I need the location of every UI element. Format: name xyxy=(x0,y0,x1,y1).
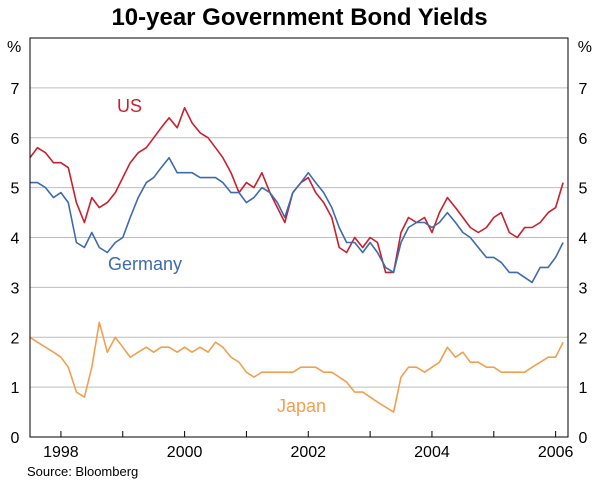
y-tick-label-left: 6 xyxy=(11,131,20,148)
plot-frame xyxy=(29,37,569,438)
y-tick-label-left: 5 xyxy=(11,181,20,198)
y-tick-label-right: 0 xyxy=(579,430,588,447)
y-tick-label-left: 1 xyxy=(11,380,20,397)
series-line-us xyxy=(29,107,564,274)
y-tick-label-right: 4 xyxy=(579,231,588,248)
source-note: Source: Bloomberg xyxy=(27,464,139,479)
y-tick-label-right: 1 xyxy=(579,380,588,397)
series-label-germany: Germany xyxy=(108,254,182,274)
chart-title: 10-year Government Bond Yields xyxy=(111,4,488,31)
y-tick-label-left: 4 xyxy=(11,231,20,248)
series-line-japan xyxy=(29,321,564,413)
series-lines xyxy=(29,107,564,413)
y-tick-label-left: 2 xyxy=(11,330,20,347)
y-axis-unit-left: % xyxy=(7,39,21,56)
y-tick-label-right: 3 xyxy=(579,280,588,297)
y-tick-label-right: 5 xyxy=(579,181,588,198)
y-tick-label-left: 3 xyxy=(11,280,20,297)
x-tick-label-2006: 2006 xyxy=(538,444,574,461)
x-tick-label-2002: 2002 xyxy=(290,444,326,461)
y-tick-label-right: 7 xyxy=(579,81,588,98)
x-tick-label-2004: 2004 xyxy=(414,444,450,461)
series-line-germany xyxy=(30,156,564,284)
series-label-us: US xyxy=(117,96,142,116)
x-tick-label-2000: 2000 xyxy=(167,444,203,461)
y-tick-label-right: 2 xyxy=(579,330,588,347)
y-tick-label-right: 6 xyxy=(579,131,588,148)
y-tick-label-left: 0 xyxy=(11,430,20,447)
axis-labels: 0 0 1 1 2 2 3 3 4 4 5 5 6 6 7 7 1998 2000 2002 2004 2006 xyxy=(11,81,588,461)
grid-lines xyxy=(30,87,568,388)
y-axis-unit-right: % xyxy=(578,39,592,56)
axis-ticks xyxy=(60,431,557,437)
x-tick-label-1998: 1998 xyxy=(43,444,79,461)
series-label-japan: Japan xyxy=(277,396,326,416)
y-tick-label-left: 7 xyxy=(11,81,20,98)
